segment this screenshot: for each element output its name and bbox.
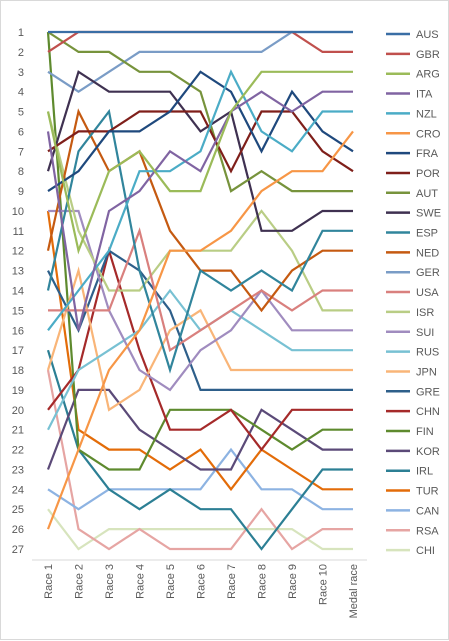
plot-area: [46, 30, 354, 551]
legend-label-swe: SWE: [416, 208, 441, 220]
y-tick-label: 10: [12, 206, 24, 218]
y-tick-label: 7: [18, 146, 24, 158]
x-tick-label: Race 7: [226, 564, 238, 599]
x-tick-label: Race 9: [287, 564, 299, 599]
legend-label-ita: ITA: [416, 89, 433, 101]
series-line-chi: [47, 508, 353, 551]
legend-label-chi: CHI: [416, 545, 435, 557]
y-tick-label: 26: [12, 524, 24, 536]
series-line-fin: [46, 31, 353, 471]
y-tick-label: 13: [12, 266, 24, 278]
legend-label-esp: ESP: [416, 228, 438, 240]
series-line-gbr: [47, 30, 353, 54]
y-tick-label: 4: [18, 87, 24, 99]
series-line-ita: [46, 90, 353, 331]
series-line-nzl: [47, 69, 353, 331]
series-line-sui: [48, 209, 353, 392]
x-tick-label: Race 5: [165, 564, 177, 599]
y-axis: 1234567891011121314151617181920212223242…: [12, 27, 24, 556]
y-tick-label: 5: [18, 107, 24, 119]
y-tick-label: 3: [18, 67, 24, 79]
series-line-swe: [46, 70, 353, 232]
y-tick-label: 6: [18, 126, 24, 138]
y-tick-label: 12: [12, 246, 24, 258]
series-line-arg: [46, 70, 353, 255]
y-tick-label: 1: [18, 27, 24, 39]
series-line-usa: [48, 227, 353, 352]
x-tick-label: Race 8: [257, 564, 269, 599]
legend-label-fin: FIN: [416, 426, 434, 438]
legend-label-aus: AUS: [416, 29, 439, 41]
series-line-cro: [46, 130, 354, 530]
y-tick-label: 11: [13, 226, 24, 238]
legend-label-rsa: RSA: [416, 525, 439, 537]
legend-label-jpn: JPN: [416, 366, 437, 378]
x-axis: Race 1 Race 2 Race 3 Race 4 Race 5 Race 6 Race…: [32, 559, 367, 618]
y-tick-label: 24: [12, 484, 24, 496]
legend-label-tur: TUR: [416, 486, 439, 498]
y-tick-label: 16: [12, 325, 24, 337]
series-line-irl: [46, 349, 353, 551]
legend-label-ned: NED: [416, 247, 439, 259]
legend-label-isr: ISR: [416, 307, 434, 319]
legend-label-rus: RUS: [416, 347, 439, 359]
y-tick-label: 18: [12, 365, 24, 377]
y-tick-label: 27: [12, 544, 24, 556]
series-line-jpn: [46, 266, 353, 412]
series-line-esp: [46, 108, 353, 374]
x-tick-label: Race 1: [43, 564, 55, 599]
y-tick-label: 20: [12, 405, 24, 417]
legend-label-aut: AUT: [416, 188, 438, 200]
legend-label-sui: SUI: [416, 327, 434, 339]
legend-label-fra: FRA: [416, 148, 439, 160]
series-line-kor: [46, 388, 353, 471]
series-line-aut: [47, 31, 353, 193]
y-tick-label: 15: [12, 305, 24, 317]
legend-label-kor: KOR: [416, 446, 440, 458]
y-tick-label: 22: [12, 445, 24, 457]
legend-label-can: CAN: [416, 505, 439, 517]
x-tick-label: Race 2: [74, 564, 86, 599]
legend-label-cro: CRO: [416, 128, 441, 140]
legend-label-irl: IRL: [416, 466, 433, 478]
legend-label-gbr: GBR: [416, 49, 440, 61]
legend-label-por: POR: [416, 168, 440, 180]
x-tick-label: Race 3: [104, 564, 116, 599]
legend-label-chn: CHN: [416, 406, 440, 418]
series-line-por: [47, 110, 354, 174]
legend-label-ger: GER: [416, 267, 440, 279]
y-tick-label: 17: [12, 345, 24, 357]
legend: AUS GBR ARG ITA NZL CRO FRA POR AUT SWE ESP NED GER U…: [386, 29, 441, 557]
legend-label-nzl: NZL: [416, 108, 437, 120]
series-line-chn: [47, 246, 353, 452]
series-line-tur: [46, 210, 353, 492]
y-tick-label: 19: [12, 385, 24, 397]
y-tick-label: 2: [18, 47, 24, 59]
x-tick-label: Race 6: [196, 564, 208, 599]
y-tick-label: 25: [12, 504, 24, 516]
legend-label-usa: USA: [416, 287, 439, 299]
x-tick-label: Race 10: [318, 564, 330, 605]
series-line-rsa: [46, 369, 353, 551]
y-tick-label: 9: [18, 186, 24, 198]
x-tick-label: Medal race: [348, 564, 360, 618]
y-tick-label: 8: [18, 166, 24, 178]
x-tick-label: Race 4: [135, 564, 147, 599]
y-tick-label: 23: [12, 464, 24, 476]
y-tick-label: 21: [12, 425, 24, 437]
legend-label-gre: GRE: [416, 386, 440, 398]
legend-label-arg: ARG: [416, 69, 440, 81]
y-tick-label: 14: [12, 286, 24, 298]
